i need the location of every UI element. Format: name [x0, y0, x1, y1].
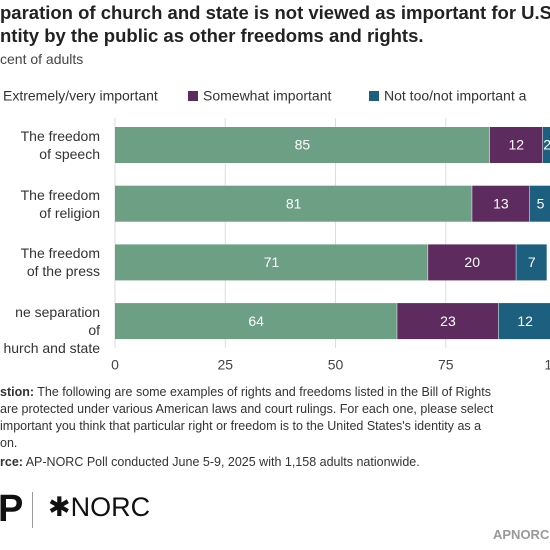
question-text: The following are some examples of right…	[34, 385, 491, 399]
x-tick-label: 50	[328, 357, 344, 373]
bar-segment	[115, 185, 473, 222]
subtitle: cent of adults	[0, 51, 84, 67]
value-label: 12	[509, 137, 525, 153]
value-label: 5	[537, 195, 545, 211]
legend-label: Extremely/very important	[3, 88, 158, 104]
value-label: 2	[543, 137, 550, 153]
ap-logo: P	[0, 488, 24, 530]
category-label: ne separation of hurch and state	[3, 304, 100, 357]
value-label: 23	[440, 313, 456, 329]
category-label: The freedom of speech	[20, 128, 100, 162]
question-text: important you think that particular righ…	[0, 419, 482, 433]
x-tick-label: 100	[544, 357, 550, 373]
value-label: 64	[248, 313, 264, 329]
chart: 0255075100Extremely/very importantSomewh…	[3, 88, 550, 373]
bar-segment	[472, 185, 530, 222]
category-label: The freedom of the press	[20, 245, 100, 280]
bar-segment	[489, 127, 543, 163]
question-text: are protected under various American law…	[0, 402, 494, 416]
legend-label: Somewhat important	[203, 88, 332, 104]
bar-segment	[115, 127, 490, 163]
title: ntity by the public as other freedoms an…	[0, 25, 424, 46]
bar-segment	[397, 303, 499, 340]
norc-logo: ✱NORC	[48, 492, 151, 522]
bar-segment	[115, 303, 398, 340]
source-text: AP-NORC Poll conducted June 5-9, 2025 wi…	[22, 455, 420, 469]
legend-swatch	[188, 91, 198, 101]
bar-segment	[516, 244, 548, 281]
value-label: 85	[295, 137, 311, 153]
legend-swatch	[369, 91, 379, 101]
value-label: 20	[464, 254, 480, 270]
brand: APNORC	[493, 527, 550, 542]
source-label: rce:	[0, 455, 23, 469]
legend-label: Not too/not important a	[384, 88, 527, 104]
value-label: 71	[264, 254, 280, 270]
x-tick-label: 25	[217, 357, 233, 373]
x-tick-label: 0	[111, 357, 119, 373]
x-tick-label: 75	[438, 357, 454, 373]
question-label: stion:	[0, 385, 35, 399]
value-label: 81	[286, 195, 302, 211]
source: rce: AP-NORC Poll conducted June 5-9, 20…	[0, 455, 420, 469]
value-label: 13	[493, 195, 509, 211]
question: stion: The following are some examples o…	[0, 385, 491, 399]
question-text: on.	[0, 436, 18, 450]
logo-divider	[32, 492, 33, 528]
category-label: The freedom of religion	[20, 186, 100, 221]
bar-segment	[428, 244, 517, 281]
bar-segment	[498, 303, 550, 340]
value-label: 12	[517, 313, 533, 329]
title: paration of church and state is not view…	[0, 2, 550, 23]
bar-segment	[529, 185, 550, 222]
value-label: 7	[528, 254, 536, 270]
bar-segment	[542, 127, 550, 163]
bar-segment	[115, 244, 429, 281]
